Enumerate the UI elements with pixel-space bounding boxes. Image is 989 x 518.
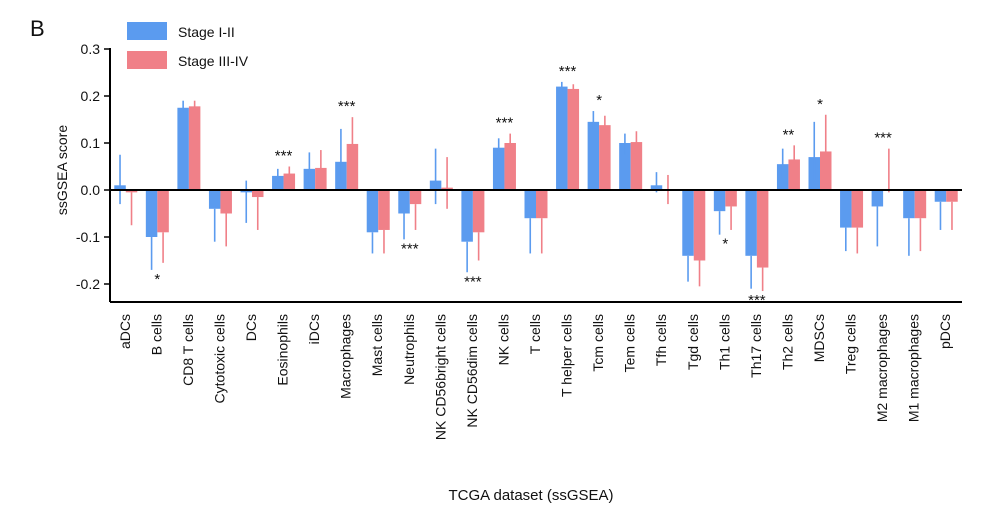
bar-stage-i-ii [587,121,600,190]
bar-stage-iii-iv [220,190,232,214]
bar-stage-iii-iv [346,143,359,190]
significance-marker: *** [401,240,419,257]
legend: Stage I-II Stage III-IV [127,22,249,69]
significance-marker: *** [338,98,356,115]
x-tick-label: Th1 cells [716,314,732,370]
bar-stage-iii-iv [599,125,611,190]
bar-stage-iii-iv [125,190,138,193]
bar-stage-iii-iv [504,143,516,190]
x-tick-label: CD8 T cells [180,314,196,386]
significance-marker: * [722,236,728,253]
bar-stage-i-ii [492,147,505,190]
plot-area: 0.3 0.2 0.1 0.0 -0.1 -0.2 aDCs B cells CD8 T cel… [76,41,962,440]
y-axis-title: ssGSEA score [54,125,70,215]
bar-stage-iii-iv [788,159,800,190]
x-tick-label: B cells [148,314,164,355]
x-tick-label: pDCs [937,314,953,349]
significance-marker: *** [464,273,482,290]
bar-stage-i-ii [208,190,221,209]
significance-marker: *** [874,130,892,147]
x-tick-label: T helper cells [559,314,575,397]
bar-stage-i-ii [682,190,694,256]
bar-stage-iii-iv [693,190,706,261]
x-tick-label: Eosinophils [275,314,291,386]
panel-label: B [30,16,45,41]
bar-stage-iii-iv [756,190,769,268]
bar-stage-i-ii [713,190,726,212]
x-tick-label: Tem cells [622,314,638,372]
bar-stage-i-ii [461,190,473,242]
x-tick-label: MDSCs [811,314,827,362]
bar-stage-i-ii [556,86,568,190]
x-tick-label: aDCs [117,314,133,349]
y-tick-label: 0.0 [81,182,101,198]
x-tick-label: NK cells [495,314,511,365]
y-tick-label: -0.2 [76,276,100,292]
y-tick-label: -0.1 [76,229,100,245]
bar-stage-iii-iv [851,190,864,228]
legend-swatch-stage-iii-iv [127,51,167,69]
x-tick-label: Neutrophils [401,314,417,385]
y-tick-label: 0.2 [81,88,101,104]
x-tick-label: Tfh cells [653,314,669,366]
x-tick-label: Th17 cells [748,314,764,378]
x-axis-title: TCGA dataset (ssGSEA) [448,487,613,504]
x-tick-label: NK CD56dim cells [464,314,480,428]
significance-marker: *** [559,63,577,80]
x-tick-label: Tgd cells [685,314,701,370]
y-tick-label: 0.3 [81,41,101,57]
x-tick-label: Treg cells [843,314,859,374]
bar-stage-iii-iv [188,106,201,190]
bar-stage-iii-iv [409,190,422,205]
significance-marker: * [154,271,160,288]
significance-marker: *** [496,115,514,132]
legend-swatch-stage-i-ii [127,22,167,40]
bar-stage-iii-iv [157,190,169,233]
bar-stage-iii-iv [378,190,390,230]
legend-label-stage-iii-iv: Stage III-IV [178,53,249,69]
bar-stage-i-ii [903,190,915,219]
x-tick-label: Macrophages [338,314,354,399]
bar-stage-i-ii [745,190,757,256]
y-tick-label: 0.1 [81,135,101,151]
bar-stage-iii-iv [914,190,927,219]
x-tick-label: T cells [527,314,543,354]
bar-stage-iii-iv [725,190,737,207]
x-tick-label: Th2 cells [779,314,795,370]
x-tick-label: Tcm cells [590,314,606,372]
bar-stage-i-ii [619,143,631,190]
bar-stage-i-ii [145,190,158,237]
x-tick-label: M2 macrophages [874,314,890,422]
bar-stage-iii-iv [946,190,958,202]
bar-stage-i-ii [177,107,189,190]
significance-marker: ** [783,126,795,143]
x-tick-label: M1 macrophages [906,314,922,422]
bar-stage-i-ii [840,190,852,228]
significance-marker: *** [275,148,293,165]
bar-stage-i-ii [524,190,536,219]
bar-stage-iii-iv [252,190,264,198]
x-tick-label: Cytotoxic cells [211,314,227,403]
bar-stage-iii-iv [472,190,485,233]
x-tick-label: Mast cells [369,314,385,376]
significance-marker: * [817,96,823,113]
x-tick-label: iDCs [306,314,322,344]
bar-stage-i-ii [871,190,884,207]
significance-marker: * [596,92,602,109]
bar-stage-i-ii [366,190,379,233]
bar-stage-iii-iv [567,88,580,190]
x-tick-label: DCs [243,314,259,341]
bar-stage-iii-iv [536,190,548,219]
bar-stage-iii-iv [283,173,296,190]
bar-stage-i-ii [398,190,410,214]
x-tick-label: NK CD56bright cells [432,314,448,440]
legend-label-stage-i-ii: Stage I-II [178,24,235,40]
bar-stage-iii-iv [630,142,643,190]
bar-stage-i-ii [934,190,947,202]
significance-marker: *** [748,292,766,309]
